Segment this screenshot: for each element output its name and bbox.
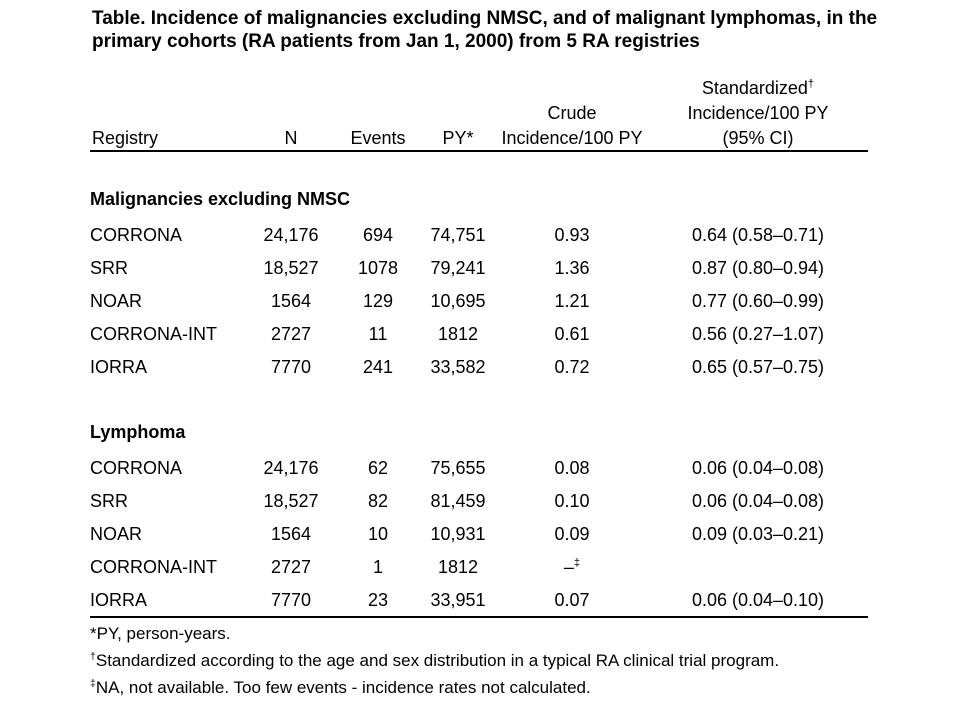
cell-std: 0.06 (0.04–0.08): [691, 458, 825, 478]
cell-events: 10: [367, 524, 389, 544]
table-row: IORRA 7770 23 33,951 0.07 0.06 (0.04–0.1…: [90, 584, 868, 617]
spacer-row: [90, 151, 868, 184]
cell-std: 0.77 (0.60–0.99): [691, 291, 825, 311]
dagger-superscript: †: [807, 78, 815, 90]
section-header-label: Malignancies excluding NMSC: [90, 189, 351, 209]
table-row: CORRONA 24,176 694 74,751 0.93 0.64 (0.5…: [90, 219, 868, 252]
cell-n: 7770: [270, 590, 312, 610]
cell-py: 79,241: [430, 258, 486, 278]
table-row: SRR 18,527 1078 79,241 1.36 0.87 (0.80–0…: [90, 252, 868, 285]
footnote-marker-asterisk: *: [90, 624, 97, 643]
cell-events: 23: [367, 590, 389, 610]
cell-n: 1564: [270, 291, 312, 311]
footnote-marker-dagger: †: [90, 650, 96, 663]
cell-n: 24,176: [263, 225, 319, 245]
footnote: ‡NA, not available. Too few events - inc…: [90, 677, 591, 697]
cell-std: 0.64 (0.58–0.71): [691, 225, 825, 245]
cell-registry: NOAR: [90, 524, 143, 544]
col-header-crude-incidence: Crude Incidence/100 PY: [496, 101, 648, 151]
cell-crude: 0.08: [554, 458, 590, 478]
cell-std: 0.56 (0.27–1.07): [691, 324, 825, 344]
table-title: Table. Incidence of malignancies excludi…: [92, 8, 878, 52]
table-row: CORRONA 24,176 62 75,655 0.08 0.06 (0.04…: [90, 452, 868, 485]
table-row: SRR 18,527 82 81,459 0.10 0.06 (0.04–0.0…: [90, 485, 868, 518]
col-header-py: PY*: [442, 128, 474, 148]
cell-py: 81,459: [430, 491, 486, 511]
cell-events: 62: [367, 458, 389, 478]
col-header-events: Events: [350, 128, 406, 148]
cell-registry: SRR: [90, 491, 129, 511]
table-row: IORRA 7770 241 33,582 0.72 0.65 (0.57–0.…: [90, 351, 868, 384]
cell-registry: NOAR: [90, 291, 143, 311]
table-row: NOAR 1564 10 10,931 0.09 0.09 (0.03–0.21…: [90, 518, 868, 551]
table-row: CORRONA-INT 2727 1 1812 –‡: [90, 551, 868, 584]
cell-crude: 0.09: [554, 524, 590, 544]
double-dagger-superscript: ‡: [573, 557, 581, 569]
cell-events: 1078: [357, 258, 399, 278]
cell-crude: 1.36: [554, 258, 590, 278]
section-header-malignancies: Malignancies excluding NMSC: [90, 184, 868, 219]
section-header-label: Lymphoma: [90, 422, 186, 442]
cell-registry: IORRA: [90, 357, 148, 377]
cell-py: 1812: [437, 557, 479, 577]
cell-crude: 0.07: [554, 590, 590, 610]
cell-events: 82: [367, 491, 389, 511]
cell-std: [648, 551, 868, 584]
cell-std: 0.87 (0.80–0.94): [691, 258, 825, 278]
cell-n: 1564: [270, 524, 312, 544]
cell-n: 24,176: [263, 458, 319, 478]
cell-py: 75,655: [430, 458, 486, 478]
table-row: NOAR 1564 129 10,695 1.21 0.77 (0.60–0.9…: [90, 285, 868, 318]
col-header-crude-line2: Incidence/100 PY: [501, 128, 643, 148]
cell-n: 7770: [270, 357, 312, 377]
footnotes: *PY, person-years. †Standardized accordi…: [90, 620, 890, 701]
cell-crude: 0.10: [554, 491, 590, 511]
col-header-registry: Registry: [92, 128, 159, 148]
incidence-table: Malignancies excluding NMSC CORRONA 24,1…: [90, 150, 868, 618]
cell-crude-na: –‡: [563, 557, 581, 577]
table-row: CORRONA-INT 2727 11 1812 0.61 0.56 (0.27…: [90, 318, 868, 351]
cell-py: 74,751: [430, 225, 486, 245]
cell-std: 0.06 (0.04–0.10): [691, 590, 825, 610]
cell-n: 2727: [270, 557, 312, 577]
cell-std: 0.06 (0.04–0.08): [691, 491, 825, 511]
cell-py: 33,951: [430, 590, 486, 610]
footnote: †Standardized according to the age and s…: [90, 650, 780, 670]
cell-registry: CORRONA: [90, 225, 183, 245]
cell-crude: 0.72: [554, 357, 590, 377]
spacer-row: [90, 384, 868, 417]
cell-py: 33,582: [430, 357, 486, 377]
col-header-std-line3: (95% CI): [722, 128, 794, 148]
cell-std: 0.09 (0.03–0.21): [691, 524, 825, 544]
cell-crude: 1.21: [554, 291, 590, 311]
cell-crude: 0.93: [554, 225, 590, 245]
cell-std: 0.65 (0.57–0.75): [691, 357, 825, 377]
col-header-standardized-incidence: Standardized† Incidence/100 PY (95% CI): [648, 76, 868, 151]
cell-events: 129: [362, 291, 394, 311]
cell-events: 694: [362, 225, 394, 245]
cell-registry: CORRONA-INT: [90, 324, 217, 344]
footnote-marker-double-dagger: ‡: [90, 677, 96, 690]
col-header-std-line1: Standardized†: [701, 78, 815, 98]
cell-n: 18,527: [263, 491, 319, 511]
col-header-crude-line1: Crude: [547, 103, 597, 123]
col-header-n: N: [284, 128, 298, 148]
cell-n: 18,527: [263, 258, 319, 278]
cell-n: 2727: [270, 324, 312, 344]
footnote: *PY, person-years.: [90, 624, 231, 643]
cell-registry: IORRA: [90, 590, 148, 610]
col-header-std-line2: Incidence/100 PY: [687, 103, 829, 123]
cell-events: 1: [372, 557, 383, 577]
cell-registry: SRR: [90, 258, 129, 278]
cell-py: 10,695: [430, 291, 486, 311]
section-header-lymphoma: Lymphoma: [90, 417, 868, 452]
cell-py: 1812: [437, 324, 479, 344]
cell-events: 241: [362, 357, 394, 377]
cell-registry: CORRONA-INT: [90, 557, 217, 577]
cell-crude: 0.61: [554, 324, 590, 344]
cell-registry: CORRONA: [90, 458, 183, 478]
cell-py: 10,931: [430, 524, 486, 544]
cell-events: 11: [368, 324, 388, 344]
